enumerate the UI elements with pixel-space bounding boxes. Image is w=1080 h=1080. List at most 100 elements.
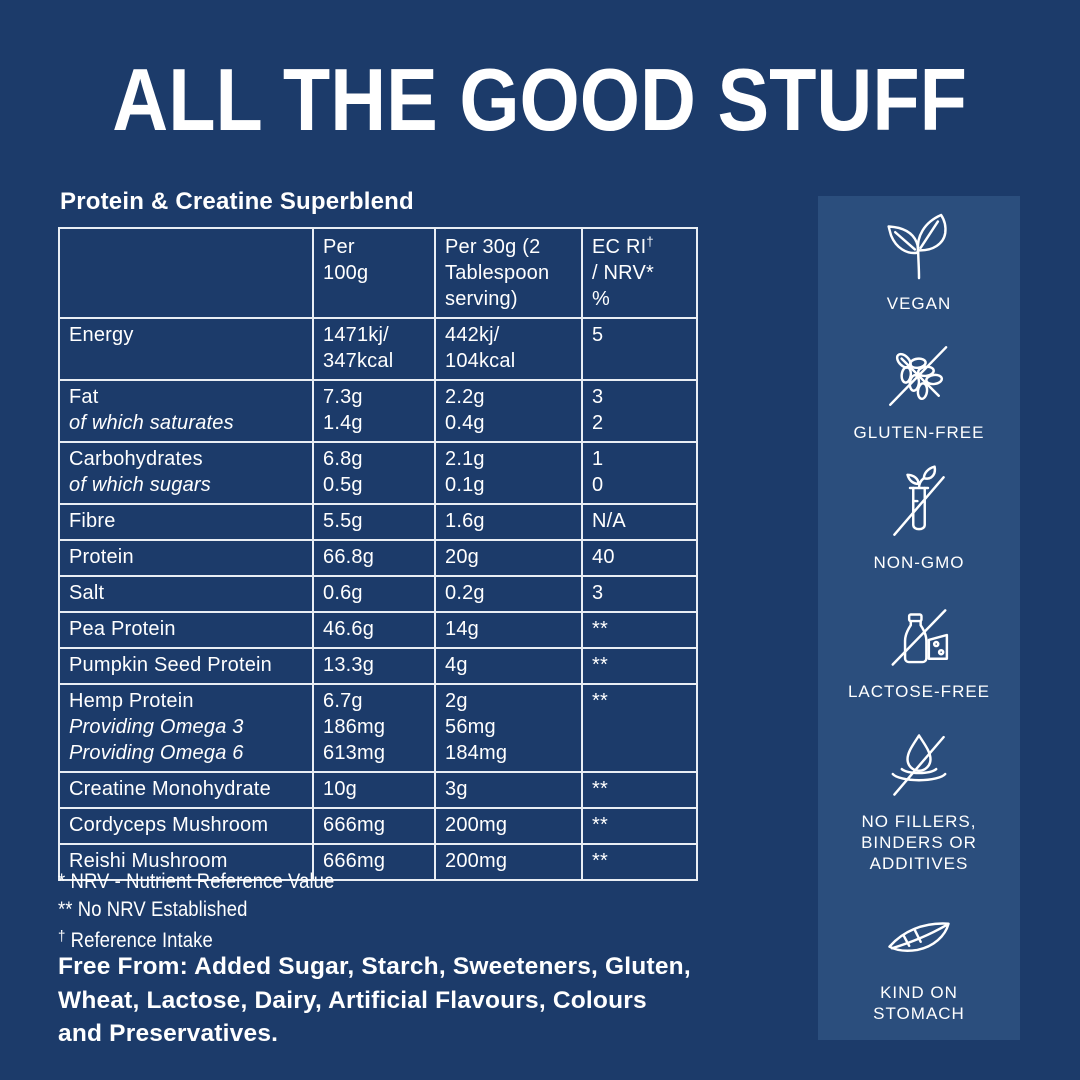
table-row: Fibre 5.5g 1.6g N/A bbox=[58, 503, 698, 541]
badge: VEGAN bbox=[878, 206, 960, 314]
table-row: Carbohydrates of which sugars 6.8g 0.5g 2.1g… bbox=[58, 441, 698, 505]
table-row: Fat of which saturates 7.3g 1.4g 2.2g 0.4g 3 2 bbox=[58, 379, 698, 443]
nutrient-name-cell: Reishi Mushroom bbox=[58, 843, 314, 881]
badge: NON-GMO bbox=[873, 465, 964, 573]
nutrient-name-cell: Pumpkin Seed Protein bbox=[58, 647, 314, 685]
vegan-icon bbox=[878, 206, 960, 288]
table-row: Salt 0.6g 0.2g 3 bbox=[58, 575, 698, 613]
table-row: Energy 1471kj/347kcal 442kj/104kcal 5 bbox=[58, 317, 698, 381]
footnote: † Reference Intake bbox=[58, 923, 334, 955]
badge-label: GLUTEN-FREE bbox=[853, 423, 985, 443]
nrv-percent-cell: 3 bbox=[581, 575, 698, 613]
table-row: Pumpkin Seed Protein 13.3g 4g ** bbox=[58, 647, 698, 685]
per-30g-cell: 442kj/104kcal bbox=[434, 317, 583, 381]
per-100g-cell: 13.3g bbox=[312, 647, 436, 685]
footnote-text: Reference Intake bbox=[65, 929, 213, 952]
per-100g-cell: 5.5g bbox=[312, 503, 436, 541]
footnote-marker: ** bbox=[58, 897, 73, 921]
badge: GLUTEN-FREE bbox=[854, 335, 985, 443]
table-row: Protein 66.8g 20g 40 bbox=[58, 539, 698, 577]
per-30g-cell: 2.1g 0.1g bbox=[434, 441, 583, 505]
footnote-marker: * bbox=[58, 870, 66, 893]
nrv-percent-cell: ** bbox=[581, 807, 698, 845]
per-100g-cell: 1471kj/347kcal bbox=[312, 317, 436, 381]
per-30g-cell: 200mg bbox=[434, 807, 583, 845]
footnotes: * NRV - Nutrient Reference Value ** No NR… bbox=[58, 868, 372, 955]
footnote-text: No NRV Established bbox=[72, 897, 248, 921]
page-title: ALL THE GOOD STUFF bbox=[0, 56, 1080, 144]
badge: KIND ON STOMACH bbox=[873, 895, 965, 1024]
badge-label: LACTOSE-FREE bbox=[847, 682, 991, 702]
column-header: Per 100g bbox=[312, 227, 436, 319]
badge: NO FILLERS, BINDERS OR ADDITIVES bbox=[861, 724, 977, 874]
badge-panel: VEGAN GLUTEN-FREE NON-GMO LACTOSE-FREE NO FI… bbox=[818, 196, 1020, 1040]
column-header: EC RI† / NRV*% bbox=[581, 227, 698, 319]
nutrition-table: Per 100g Per 30g (2 Tablespoon serving) EC RI… bbox=[58, 227, 698, 881]
nrv-percent-cell: 5 bbox=[581, 317, 698, 381]
per-30g-cell: 3g bbox=[434, 771, 583, 809]
page-title-text: ALL THE GOOD STUFF bbox=[112, 50, 968, 149]
badge-label: NON-GMO bbox=[873, 552, 965, 572]
column-header: Per 30g (2 Tablespoon serving) bbox=[434, 227, 583, 319]
per-100g-cell: 10g bbox=[312, 771, 436, 809]
per-30g-cell: 0.2g bbox=[434, 575, 583, 613]
per-100g-cell: 0.6g bbox=[312, 575, 436, 613]
table-row: Reishi Mushroom 666mg 200mg ** bbox=[58, 843, 698, 881]
nutrient-name-cell: Cordyceps Mushroom bbox=[58, 807, 314, 845]
lactose-free-icon bbox=[878, 594, 960, 676]
table-heading: Protein & Creatine Superblend bbox=[60, 188, 414, 215]
nutrient-name-cell: Pea Protein bbox=[58, 611, 314, 649]
footnote-marker: † bbox=[58, 928, 66, 945]
per-30g-cell: 2g 56mg 184mg bbox=[434, 683, 583, 773]
badge-label: KIND ON STOMACH bbox=[873, 982, 965, 1023]
table-row: Cordyceps Mushroom 666mg 200mg ** bbox=[58, 807, 698, 845]
table-row: Creatine Monohydrate 10g 3g ** bbox=[58, 771, 698, 809]
per-30g-cell: 14g bbox=[434, 611, 583, 649]
badge-label: VEGAN bbox=[886, 294, 952, 313]
table-row: Hemp Protein Providing Omega 3 Providing O… bbox=[58, 683, 698, 773]
nrv-percent-cell: ** bbox=[581, 647, 698, 685]
free-from-text: Free From: Added Sugar, Starch, Sweetene… bbox=[58, 953, 691, 1047]
nutrient-name-cell: Fibre bbox=[58, 503, 314, 541]
nrv-percent-cell: ** bbox=[581, 843, 698, 881]
per-30g-cell: 20g bbox=[434, 539, 583, 577]
per-30g-cell: 4g bbox=[434, 647, 583, 685]
nutrient-name-cell: Carbohydrates of which sugars bbox=[58, 441, 314, 505]
non-gmo-icon bbox=[878, 465, 960, 547]
nrv-percent-cell: ** bbox=[581, 611, 698, 649]
per-30g-cell: 200mg bbox=[434, 843, 583, 881]
no-fillers-icon bbox=[878, 724, 960, 806]
nutrient-name-cell: Salt bbox=[58, 575, 314, 613]
nutrient-name-cell: Energy bbox=[58, 317, 314, 381]
kind-on-stomach-icon bbox=[878, 895, 960, 977]
nutrient-name-cell: Protein bbox=[58, 539, 314, 577]
per-30g-cell: 2.2g 0.4g bbox=[434, 379, 583, 443]
nutrient-name-cell: Creatine Monohydrate bbox=[58, 771, 314, 809]
per-100g-cell: 666mg bbox=[312, 807, 436, 845]
per-100g-cell: 6.7g 186mg 613mg bbox=[312, 683, 436, 773]
nutrient-name-cell: Hemp Protein Providing Omega 3 Providing O… bbox=[58, 683, 314, 773]
table-header-row: Per 100g Per 30g (2 Tablespoon serving) EC RI… bbox=[58, 227, 698, 319]
gluten-free-icon bbox=[878, 335, 960, 417]
footnote-text: NRV - Nutrient Reference Value bbox=[65, 870, 335, 893]
footnote: ** No NRV Established bbox=[58, 896, 334, 924]
nrv-percent-cell: 40 bbox=[581, 539, 698, 577]
per-30g-cell: 1.6g bbox=[434, 503, 583, 541]
per-100g-cell: 666mg bbox=[312, 843, 436, 881]
nrv-percent-cell: ** bbox=[581, 771, 698, 809]
footnote: * NRV - Nutrient Reference Value bbox=[58, 868, 334, 896]
per-100g-cell: 6.8g 0.5g bbox=[312, 441, 436, 505]
per-100g-cell: 46.6g bbox=[312, 611, 436, 649]
per-100g-cell: 7.3g 1.4g bbox=[312, 379, 436, 443]
table-row: Pea Protein 46.6g 14g ** bbox=[58, 611, 698, 649]
per-100g-cell: 66.8g bbox=[312, 539, 436, 577]
nrv-percent-cell: ** bbox=[581, 683, 698, 773]
nrv-percent-cell: N/A bbox=[581, 503, 698, 541]
badge: LACTOSE-FREE bbox=[848, 594, 990, 702]
nutrient-name-cell: Fat of which saturates bbox=[58, 379, 314, 443]
column-header bbox=[58, 227, 314, 319]
badge-label: NO FILLERS, BINDERS OR ADDITIVES bbox=[861, 811, 977, 873]
